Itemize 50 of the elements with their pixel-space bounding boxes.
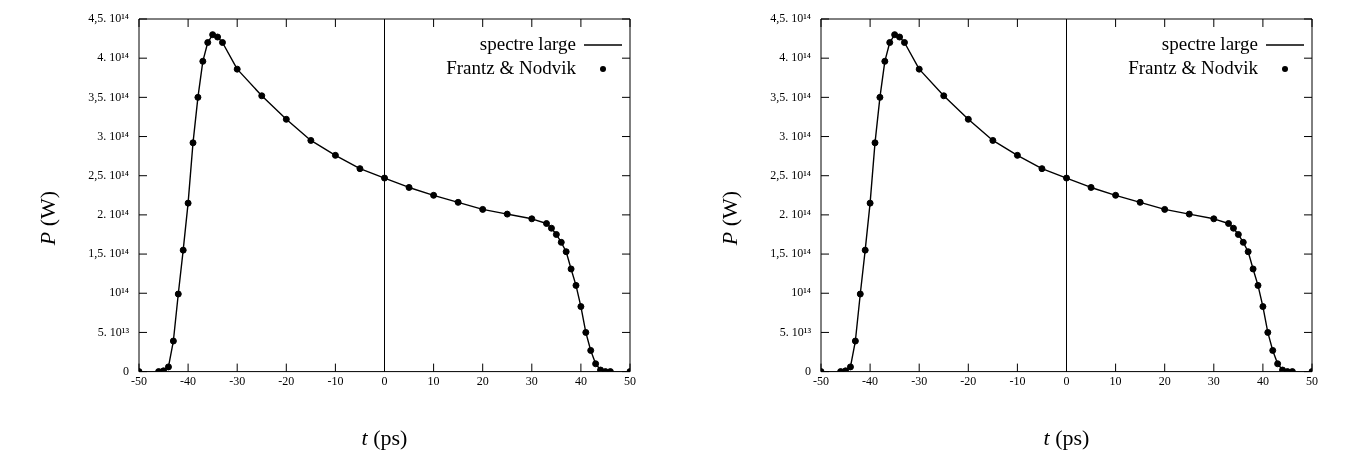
y-tick-label: 2,5. 10¹⁴ bbox=[88, 167, 129, 182]
y-tick-label: 3,5. 10¹⁴ bbox=[770, 89, 811, 104]
x-tick-label: -50 bbox=[131, 373, 147, 388]
y-tick-label: 2,5. 10¹⁴ bbox=[770, 167, 811, 182]
y-tick-label: 4,5. 10¹⁴ bbox=[770, 11, 811, 26]
x-tick-label: 30 bbox=[1207, 373, 1220, 388]
x-tick-label: -30 bbox=[229, 373, 246, 388]
y-tick-label: 5. 10¹³ bbox=[97, 324, 130, 339]
x-tick-label: 0 bbox=[1063, 373, 1070, 388]
y-tick-label: 2. 10¹⁴ bbox=[779, 207, 811, 222]
y-tick-label: 3,5. 10¹⁴ bbox=[88, 89, 129, 104]
x-tick-label: 40 bbox=[1256, 373, 1269, 388]
y-tick-label: 5. 10¹³ bbox=[779, 324, 812, 339]
y-tick-label: 3. 10¹⁴ bbox=[779, 128, 811, 143]
x-tick-label: -20 bbox=[278, 373, 295, 388]
x-axis-title: t (ps) bbox=[360, 425, 409, 451]
y-tick-label: 4. 10¹⁴ bbox=[779, 50, 811, 65]
x-tick-label: -10 bbox=[327, 373, 344, 388]
x-tick-label: -40 bbox=[180, 373, 197, 388]
x-tick-label: 10 bbox=[427, 373, 440, 388]
y-tick-label: 2. 10¹⁴ bbox=[97, 207, 129, 222]
x-tick-label: 10 bbox=[1109, 373, 1122, 388]
y-tick-label: 3. 10¹⁴ bbox=[97, 128, 129, 143]
y-axis-title: P (W) bbox=[717, 189, 743, 248]
y-tick-label: 4,5. 10¹⁴ bbox=[88, 11, 129, 26]
x-tick-label: 30 bbox=[525, 373, 538, 388]
x-tick-label: -10 bbox=[1009, 373, 1026, 388]
x-tick-label: -40 bbox=[862, 373, 879, 388]
y-tick-label: 0 bbox=[805, 363, 811, 378]
y-tick-label: 1,5. 10¹⁴ bbox=[770, 246, 811, 261]
x-tick-label: 20 bbox=[476, 373, 489, 388]
y-tick-label: 10¹⁴ bbox=[109, 285, 129, 300]
x-tick-label: 50 bbox=[624, 373, 636, 388]
y-tick-label: 4. 10¹⁴ bbox=[97, 50, 129, 65]
legend-label: Frantz & Nodvik bbox=[446, 56, 577, 78]
y-tick-label: 0 bbox=[123, 363, 129, 378]
y-tick-label: 1,5. 10¹⁴ bbox=[88, 246, 129, 261]
x-tick-label: 20 bbox=[1158, 373, 1171, 388]
x-tick-label: 40 bbox=[574, 373, 587, 388]
y-tick-label: 10¹⁴ bbox=[791, 285, 811, 300]
x-tick-label: -20 bbox=[960, 373, 977, 388]
legend-label: spectre large bbox=[479, 32, 576, 54]
legend-label: spectre large bbox=[1161, 32, 1258, 54]
x-tick-label: 0 bbox=[381, 373, 388, 388]
legend-label: Frantz & Nodvik bbox=[1128, 56, 1259, 78]
x-axis-title: t (ps) bbox=[1042, 425, 1091, 451]
x-tick-label: -50 bbox=[813, 373, 829, 388]
y-axis-title: P (W) bbox=[35, 189, 61, 248]
x-tick-label: 50 bbox=[1306, 373, 1318, 388]
x-tick-label: -30 bbox=[911, 373, 928, 388]
